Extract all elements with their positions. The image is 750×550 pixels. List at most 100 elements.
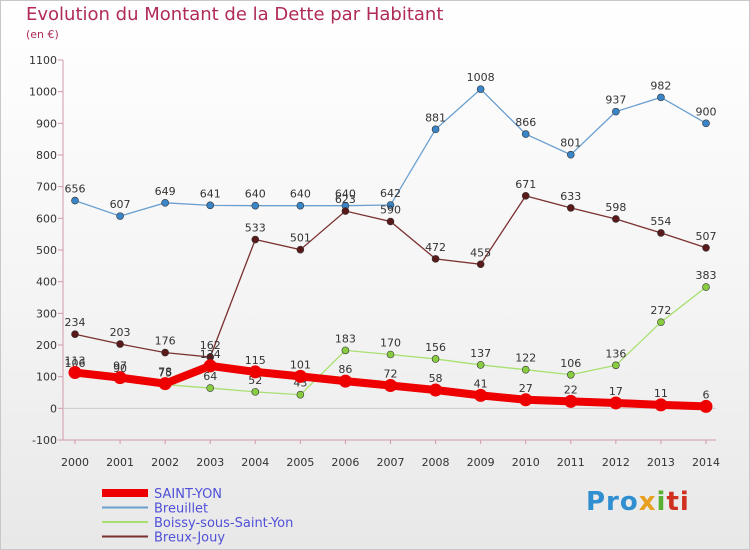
data-point bbox=[161, 199, 169, 207]
data-label: 90 bbox=[113, 362, 127, 375]
legend-label: Breuillet bbox=[154, 502, 208, 517]
x-tick-label: 2009 bbox=[467, 456, 495, 469]
data-label: 1008 bbox=[467, 71, 495, 84]
data-label: 41 bbox=[474, 377, 488, 390]
data-point bbox=[431, 125, 440, 134]
data-label: 64 bbox=[203, 370, 217, 383]
data-label: 203 bbox=[110, 326, 131, 339]
y-tick-label: 400 bbox=[36, 276, 57, 289]
data-point bbox=[566, 370, 575, 379]
data-point bbox=[612, 107, 620, 116]
data-label: 866 bbox=[515, 116, 536, 129]
data-point bbox=[296, 390, 305, 399]
data-label: 6 bbox=[703, 388, 710, 401]
data-point bbox=[657, 93, 665, 102]
data-point bbox=[386, 217, 395, 226]
data-point bbox=[248, 365, 262, 379]
x-tick-label: 2002 bbox=[151, 456, 179, 469]
data-label: 176 bbox=[155, 335, 176, 348]
data-label: 134 bbox=[200, 348, 221, 361]
data-label: 170 bbox=[380, 337, 401, 350]
data-label: 97 bbox=[113, 360, 127, 373]
chart-unit: (en €) bbox=[26, 28, 59, 41]
data-point bbox=[612, 215, 620, 223]
y-tick-label: 1000 bbox=[29, 86, 57, 99]
x-tick-label: 2003 bbox=[196, 456, 224, 469]
y-tick-label: 800 bbox=[36, 149, 57, 162]
x-tick-label: 2001 bbox=[106, 456, 134, 469]
data-label: 137 bbox=[470, 347, 491, 360]
data-label: 640 bbox=[290, 188, 311, 201]
data-point bbox=[657, 318, 665, 327]
y-tick-label: 500 bbox=[36, 244, 57, 257]
data-label: 115 bbox=[245, 354, 266, 367]
logo-part: ti bbox=[666, 487, 690, 517]
data-label: 113 bbox=[65, 355, 86, 368]
data-point bbox=[293, 369, 307, 383]
x-tick-label: 2012 bbox=[602, 456, 630, 469]
data-label: 58 bbox=[429, 372, 443, 385]
data-label: 106 bbox=[65, 357, 86, 370]
data-label: 22 bbox=[564, 383, 578, 396]
data-point bbox=[702, 243, 710, 252]
data-point bbox=[386, 201, 395, 209]
x-tick-label: 2004 bbox=[241, 456, 269, 469]
data-point bbox=[476, 85, 485, 93]
data-label: 86 bbox=[338, 363, 352, 376]
data-point bbox=[206, 384, 215, 392]
data-point bbox=[519, 393, 533, 407]
data-point bbox=[341, 346, 350, 355]
data-point bbox=[296, 245, 305, 254]
data-point bbox=[71, 330, 79, 339]
data-point bbox=[338, 374, 352, 388]
data-point bbox=[116, 340, 124, 348]
y-tick-label: 300 bbox=[36, 307, 57, 320]
data-label: 642 bbox=[380, 187, 401, 200]
data-label: 183 bbox=[335, 332, 356, 345]
data-point bbox=[521, 130, 530, 138]
data-label: 640 bbox=[335, 188, 356, 201]
y-tick-label: 1100 bbox=[29, 54, 57, 67]
data-label: 72 bbox=[384, 368, 398, 381]
data-label: 78 bbox=[158, 366, 172, 379]
data-label: 881 bbox=[425, 111, 446, 124]
data-point bbox=[251, 235, 260, 244]
logo-part: x bbox=[638, 487, 657, 517]
data-label: 106 bbox=[560, 357, 581, 370]
x-tick-label: 2013 bbox=[647, 456, 675, 469]
y-tick-label: 900 bbox=[36, 117, 57, 130]
data-label: 162 bbox=[200, 339, 221, 352]
x-tick-label: 2007 bbox=[377, 456, 405, 469]
data-label: 533 bbox=[245, 222, 266, 235]
data-point bbox=[702, 283, 710, 291]
y-tick-label: 700 bbox=[36, 181, 57, 194]
data-point bbox=[612, 361, 620, 370]
data-point bbox=[71, 196, 79, 205]
data-label: 656 bbox=[65, 183, 86, 196]
data-label: 507 bbox=[696, 230, 717, 243]
data-label: 937 bbox=[605, 94, 626, 107]
x-tick-label: 2008 bbox=[422, 456, 450, 469]
data-label: 671 bbox=[515, 178, 536, 191]
data-label: 982 bbox=[650, 79, 671, 92]
legend-label: SAINT-YON bbox=[154, 487, 222, 502]
data-label: 607 bbox=[110, 198, 131, 211]
data-point bbox=[161, 348, 169, 357]
data-point bbox=[384, 379, 397, 393]
data-point bbox=[68, 366, 82, 380]
legend-label: Boissy-sous-Saint-Yon bbox=[154, 516, 293, 531]
logo-part: i bbox=[656, 487, 667, 517]
data-point bbox=[116, 212, 124, 220]
data-point bbox=[431, 255, 440, 263]
data-label: 472 bbox=[425, 241, 446, 254]
data-label: 598 bbox=[605, 201, 626, 214]
data-point bbox=[429, 383, 443, 397]
x-tick-label: 2011 bbox=[557, 456, 585, 469]
data-label: 11 bbox=[654, 387, 668, 400]
x-tick-label: 2010 bbox=[512, 456, 540, 469]
data-label: 383 bbox=[696, 269, 717, 282]
data-label: 633 bbox=[560, 190, 581, 203]
chart-title: Evolution du Montant de la Dette par Hab… bbox=[26, 4, 444, 25]
y-tick-label: 600 bbox=[36, 212, 57, 225]
